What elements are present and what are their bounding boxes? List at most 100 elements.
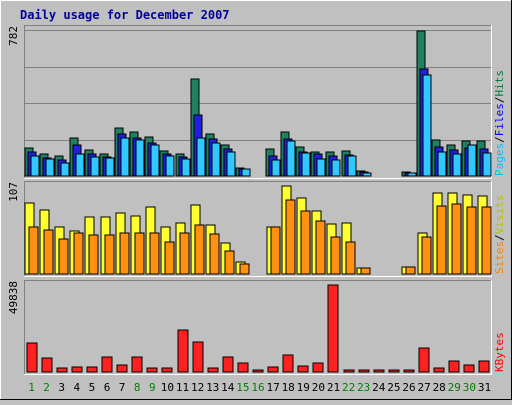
bar-pages-day-28: [437, 151, 447, 177]
bar-pages-day-20: [316, 158, 326, 177]
bar-sites-day-9: [149, 232, 160, 275]
bar-pages-day-17: [271, 159, 281, 177]
legend-entry: /: [493, 136, 506, 143]
bar-sites-day-8: [134, 232, 145, 275]
bar-sites-day-7: [119, 232, 130, 275]
bar-kbytes-day-8: [131, 356, 143, 373]
bar-sites-day-22: [345, 241, 356, 275]
bar-sites-day-12: [194, 224, 205, 275]
bar-pages-day-27: [422, 74, 432, 177]
legend-entry: /: [493, 97, 506, 104]
bar-pages-day-15: [241, 168, 251, 177]
x-axis-day-label: 28: [433, 381, 446, 394]
bar-pages-day-26: [407, 172, 417, 177]
x-axis-day-label: 17: [266, 381, 279, 394]
x-axis-day-label: 15: [236, 381, 249, 394]
x-axis-day-label: 26: [402, 381, 415, 394]
bar-sites-day-31: [481, 206, 492, 275]
bar-sites-day-26: [405, 266, 416, 275]
bar-pages-day-14: [226, 151, 236, 177]
bar-kbytes-day-9: [146, 367, 158, 373]
bar-kbytes-day-26: [403, 369, 415, 373]
bar-kbytes-day-16: [252, 369, 264, 373]
x-axis-day-label: 30: [463, 381, 476, 394]
bar-pages-day-23: [362, 172, 372, 177]
bar-pages-day-29: [452, 153, 462, 177]
bar-kbytes-day-27: [418, 347, 430, 373]
bar-pages-day-19: [301, 152, 311, 177]
panel-visits-sites: 107 Sites/Visits: [7, 181, 506, 277]
bar-kbytes-day-5: [86, 366, 98, 373]
bar-kbytes-day-28: [433, 367, 445, 373]
bar-sites-day-18: [285, 199, 296, 275]
x-axis-day-label: 1: [28, 381, 35, 394]
legend: KBytes: [493, 332, 506, 372]
x-axis-day-label: 14: [221, 381, 235, 394]
x-axis-day-label: 3: [58, 381, 65, 394]
bar-kbytes-day-20: [312, 362, 324, 373]
bar-sites-day-20: [315, 220, 326, 275]
bar-pages-day-7: [120, 137, 130, 177]
x-axis-day-label: 16: [251, 381, 264, 394]
x-axis-day-label: 19: [297, 381, 310, 394]
bar-pages-day-9: [150, 144, 160, 177]
legend-entry: Sites: [493, 241, 506, 274]
bar-kbytes-day-24: [373, 369, 385, 373]
bar-sites-day-29: [451, 203, 462, 275]
x-axis-day-label: 11: [176, 381, 189, 394]
bar-kbytes-day-7: [116, 364, 128, 373]
bar-kbytes-day-17: [267, 366, 279, 373]
chart-title: Daily usage for December 2007: [20, 8, 230, 22]
bar-pages-day-18: [286, 140, 296, 177]
bar-kbytes-day-18: [282, 354, 294, 373]
bar-kbytes-day-12: [192, 341, 204, 373]
bar-kbytes-day-15: [237, 362, 249, 373]
x-axis-day-label: 9: [149, 381, 156, 394]
bar-kbytes-day-1: [26, 342, 38, 373]
bar-sites-day-10: [164, 241, 175, 275]
legend-entry: Files: [493, 103, 506, 136]
bar-kbytes-day-19: [297, 365, 309, 373]
x-axis-day-label: 22: [342, 381, 355, 394]
bar-sites-day-13: [209, 233, 220, 275]
bar-sites-day-14: [224, 250, 235, 275]
bar-sites-day-5: [88, 234, 99, 275]
x-axis-day-label: 18: [282, 381, 295, 394]
bar-pages-day-5: [90, 156, 100, 177]
x-axis-day-label: 5: [89, 381, 96, 394]
bar-pages-day-3: [60, 162, 70, 177]
bar-pages-day-8: [135, 139, 145, 177]
bar-kbytes-day-11: [177, 329, 189, 373]
x-axis-day-label: 27: [417, 381, 430, 394]
bar-sites-day-15: [239, 263, 250, 275]
bar-pages-day-4: [75, 153, 85, 177]
bar-pages-day-6: [105, 157, 115, 177]
legend-entry: Pages: [493, 143, 506, 176]
x-axis-day-labels: 1 2 3 4 5 6 7 8 9 10 11 12 13 14 15 16 17 18 19 20 21 22 23 24 2…: [28, 381, 491, 394]
y-axis-max-label: 107: [7, 182, 20, 202]
x-axis-day-label: 29: [448, 381, 461, 394]
bar-sites-day-2: [43, 229, 54, 275]
x-axis-day-label: 8: [134, 381, 141, 394]
x-axis-day-label: 20: [312, 381, 325, 394]
bar-kbytes-day-21: [327, 284, 339, 373]
bar-pages-day-11: [181, 158, 191, 177]
bar-kbytes-day-14: [222, 356, 234, 373]
bar-sites-day-11: [179, 232, 190, 275]
bar-pages-day-31: [482, 152, 492, 177]
y-axis-max-label: 49838: [7, 281, 20, 314]
bar-pages-day-30: [467, 144, 477, 177]
bar-sites-day-27: [421, 236, 432, 275]
bar-pages-day-2: [45, 158, 55, 177]
bar-sites-day-19: [300, 210, 311, 275]
bar-sites-day-28: [436, 205, 447, 275]
x-axis-day-label: 7: [119, 381, 126, 394]
x-axis-day-label: 12: [191, 381, 204, 394]
bar-sites-day-6: [104, 234, 115, 275]
bar-kbytes-day-3: [56, 367, 68, 373]
bar-kbytes-day-6: [101, 356, 113, 373]
bar-sites-day-30: [466, 206, 477, 275]
bar-kbytes-day-25: [388, 369, 400, 373]
